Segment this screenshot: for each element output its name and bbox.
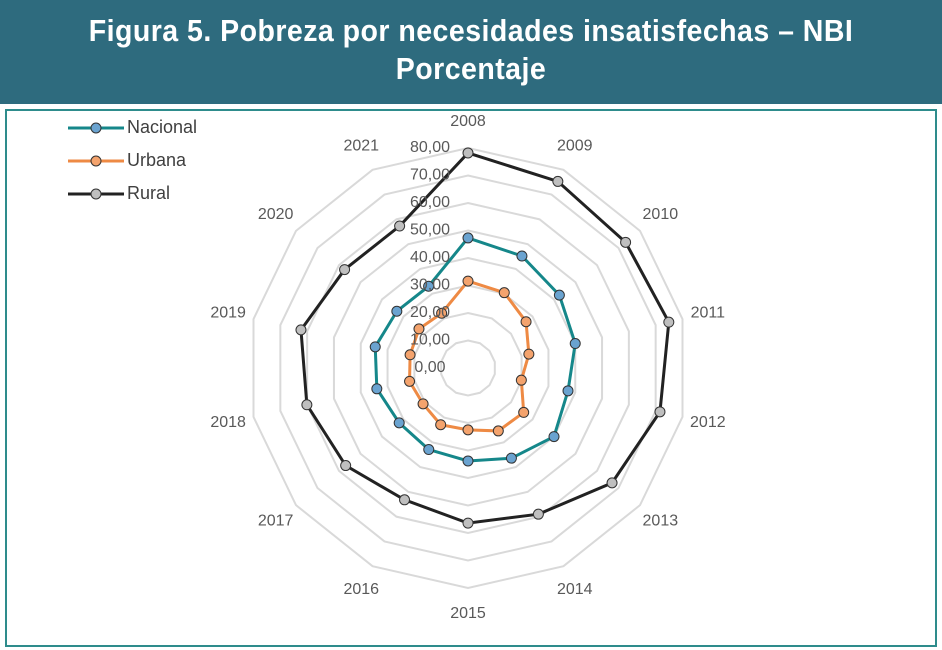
series-line [373, 236, 577, 463]
category-label: 2019 [210, 304, 246, 321]
data-point [505, 452, 517, 464]
data-point [404, 375, 416, 387]
series-line [299, 151, 671, 525]
y-tick-label: 70,00 [410, 167, 450, 184]
category-label: 2012 [690, 414, 726, 431]
data-point [462, 232, 474, 244]
data-point [498, 287, 510, 299]
y-tick-label: 60,00 [410, 194, 450, 211]
category-label: 2021 [343, 138, 379, 155]
title-line: Porcentaje [395, 51, 547, 86]
data-point [663, 316, 675, 328]
data-point [340, 460, 352, 472]
data-point [423, 280, 435, 292]
y-tick-label: 50,00 [410, 222, 450, 239]
category-label: 2008 [450, 113, 486, 130]
data-point [369, 341, 381, 353]
data-point [523, 348, 535, 360]
title-band: Figura 5. Pobreza por necesidades insati… [0, 0, 942, 104]
grid-ring [386, 284, 550, 452]
data-point [552, 175, 564, 187]
data-point [339, 264, 351, 276]
legend-marker [90, 122, 102, 134]
legend-label: Urbana [127, 150, 187, 170]
data-point [516, 250, 528, 262]
data-point [553, 289, 565, 301]
category-label: 2014 [557, 581, 593, 598]
data-point [462, 275, 474, 287]
category-label: 2018 [210, 414, 246, 431]
data-point [569, 338, 581, 350]
data-point [492, 425, 504, 437]
data-point [435, 419, 447, 431]
legend-marker [90, 155, 102, 167]
data-point [462, 455, 474, 467]
data-point [436, 307, 448, 319]
category-label: 2016 [343, 581, 379, 598]
grid-ring [332, 229, 604, 507]
data-point [548, 431, 560, 443]
legend-marker [90, 188, 102, 200]
y-tick-label: 30,00 [410, 277, 450, 294]
category-label: 2020 [258, 206, 294, 223]
category-label: 2015 [450, 605, 486, 622]
data-point [654, 406, 666, 418]
category-label: 2009 [557, 138, 593, 155]
data-point [462, 147, 474, 159]
data-point [417, 398, 429, 410]
legend-label: Nacional [127, 117, 197, 137]
legend-label: Rural [127, 183, 170, 203]
data-point [606, 477, 618, 489]
data-point [532, 508, 544, 520]
data-point [371, 383, 383, 395]
grid-ring [440, 339, 496, 397]
data-point [518, 406, 530, 418]
data-point [413, 323, 425, 335]
data-point [515, 374, 527, 386]
category-label: 2011 [691, 304, 726, 321]
grid-ring [359, 256, 577, 480]
y-tick-label: 80,00 [410, 139, 450, 156]
data-point [462, 424, 474, 436]
y-tick-label: 10,00 [410, 332, 450, 349]
data-point [620, 236, 632, 248]
data-point [393, 417, 405, 429]
data-point [462, 517, 474, 529]
y-tick-label: 40,00 [410, 249, 450, 266]
data-point [295, 324, 307, 336]
data-point [391, 305, 403, 317]
grid-ring [279, 174, 657, 562]
y-tick-label: 0,00 [414, 359, 445, 376]
data-point [394, 220, 406, 232]
category-label: 2013 [643, 513, 679, 530]
data-point [301, 399, 313, 411]
chart-frame [5, 109, 937, 647]
grid-ring [413, 311, 523, 425]
grid-ring [306, 201, 630, 535]
data-point [404, 349, 416, 361]
y-tick-label: 20,00 [410, 304, 450, 321]
category-label: 2010 [643, 206, 679, 223]
data-point [399, 494, 411, 506]
grid-ring [252, 146, 684, 590]
title-line: Figura 5. Pobreza por necesidades insati… [88, 13, 854, 48]
data-point [562, 385, 574, 397]
data-point [520, 316, 532, 328]
data-point [423, 444, 435, 456]
category-label: 2017 [258, 513, 294, 530]
